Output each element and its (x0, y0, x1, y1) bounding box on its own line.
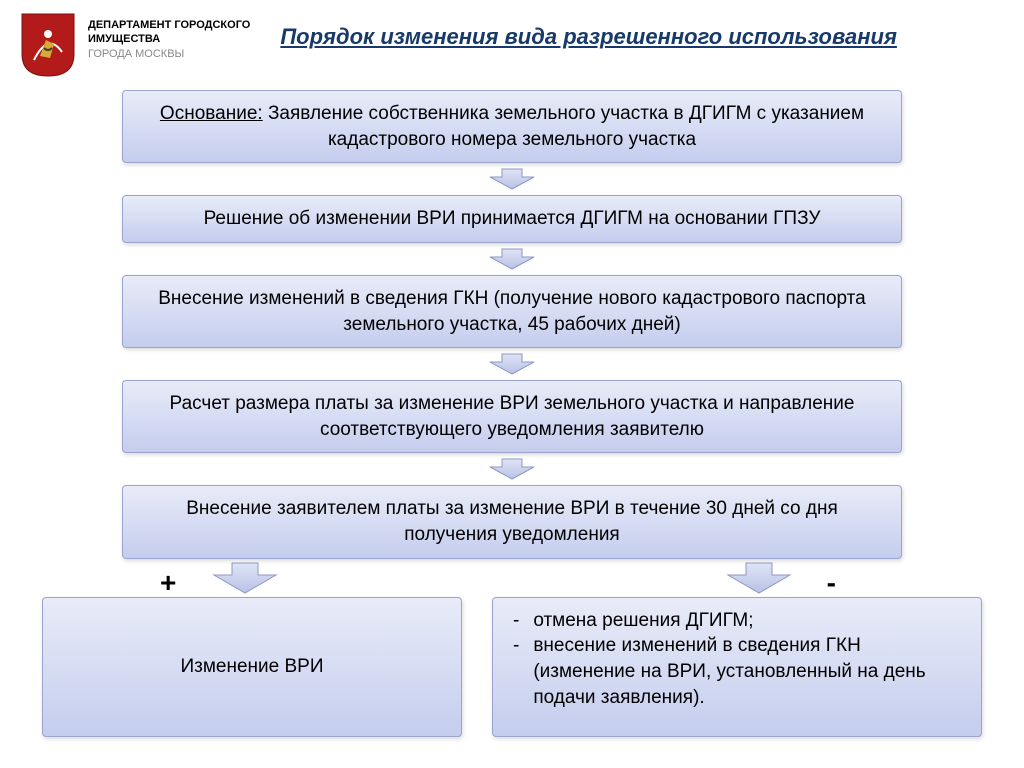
split-arrows: + - (62, 561, 962, 595)
step-box-2: Решение об изменении ВРИ принимается ДГИ… (122, 195, 902, 243)
plus-sign: + (160, 567, 176, 599)
page-title: Порядок изменения вида разрешенного испо… (280, 12, 897, 50)
arrow-down-icon (488, 352, 536, 376)
arrow-down-icon (488, 167, 536, 191)
dept-line1: ДЕПАРТАМЕНТ ГОРОДСКОГО (88, 18, 250, 32)
minus-sign: - (827, 567, 836, 599)
department-label: ДЕПАРТАМЕНТ ГОРОДСКОГО ИМУЩЕСТВА ГОРОДА … (88, 12, 250, 61)
list-item: - отмена решения ДГИГМ; (509, 608, 965, 634)
step-box-5: Внесение заявителем платы за изменение В… (122, 485, 902, 558)
list-item: - внесение изменений в сведения ГКН (изм… (509, 633, 965, 710)
step1-prefix: Основание: (160, 103, 263, 124)
step-box-1: Основание: Заявление собственника земель… (122, 90, 902, 163)
results-row: Изменение ВРИ - отмена решения ДГИГМ; - … (42, 597, 982, 737)
arrow-down-icon (726, 561, 792, 595)
branch-positive: + (212, 561, 278, 595)
dept-line2: ИМУЩЕСТВА (88, 32, 250, 46)
step-box-3: Внесение изменений в сведения ГКН (получ… (122, 275, 902, 348)
arrow-down-icon (488, 247, 536, 271)
arrow-down-icon (488, 457, 536, 481)
step-box-4: Расчет размера платы за изменение ВРИ зе… (122, 380, 902, 453)
result-negative-box: - отмена решения ДГИГМ; - внесение измен… (492, 597, 982, 737)
dash: - (509, 608, 519, 634)
step1-text: Заявление собственника земельного участк… (263, 103, 864, 150)
neg-item-1: отмена решения ДГИГМ; (533, 608, 753, 634)
header: ДЕПАРТАМЕНТ ГОРОДСКОГО ИМУЩЕСТВА ГОРОДА … (20, 12, 1004, 78)
dept-line3: ГОРОДА МОСКВЫ (88, 47, 250, 61)
neg-item-2: внесение изменений в сведения ГКН (измен… (533, 633, 965, 710)
flowchart: Основание: Заявление собственника земель… (0, 90, 1024, 737)
dash: - (509, 633, 519, 710)
arrow-down-icon (212, 561, 278, 595)
moscow-coat-of-arms-icon (20, 12, 76, 78)
result-positive-box: Изменение ВРИ (42, 597, 462, 737)
branch-negative: - (726, 561, 792, 595)
